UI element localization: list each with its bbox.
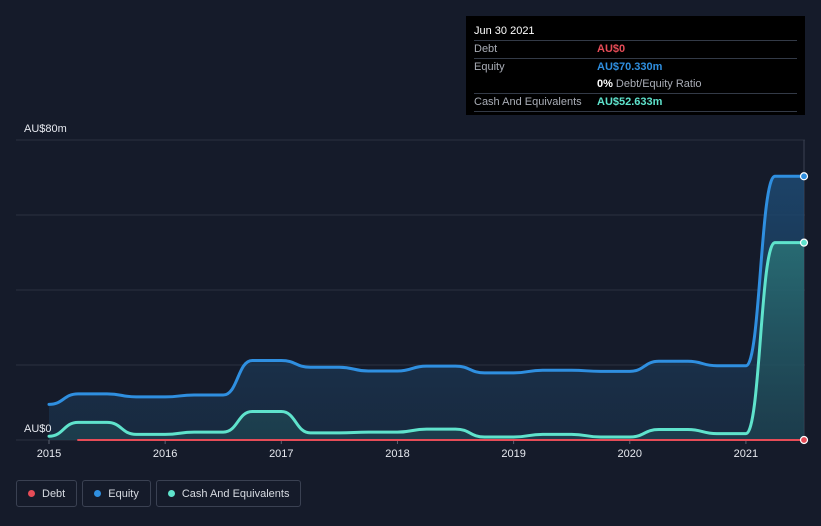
tooltip-cash-label: Cash And Equivalents: [474, 96, 582, 108]
end-point-debt: [799, 435, 809, 445]
tooltip-equity-value: AU$70.330m: [597, 61, 663, 73]
chart-legend: Debt Equity Cash And Equivalents: [16, 480, 302, 507]
tooltip-panel: Jun 30 2021 Debt AU$0 Equity AU$70.330m …: [466, 16, 805, 115]
area-equity: [49, 176, 804, 440]
tooltip-row-cash: Cash And Equivalents AU$52.633m: [474, 94, 797, 112]
x-tick-label: 2016: [153, 448, 177, 460]
tooltip-equity-label: Equity: [474, 61, 505, 73]
legend-label-cash: Cash And Equivalents: [181, 487, 290, 500]
x-tick-label: 2017: [269, 448, 293, 460]
y-tick-label: AU$80m: [24, 123, 67, 135]
series-line-equity: [47, 174, 806, 406]
legend-item-debt[interactable]: Debt: [16, 480, 78, 507]
tooltip-date: Jun 30 2021: [474, 22, 797, 41]
tooltip-row-debt: Debt AU$0: [474, 41, 797, 59]
legend-dot-debt: [28, 490, 35, 497]
x-tick-label: 2019: [501, 448, 525, 460]
x-tick-label: 2015: [37, 448, 61, 460]
x-tick-label: 2018: [385, 448, 409, 460]
legend-label-equity: Equity: [108, 487, 139, 500]
end-point-equity: [799, 172, 809, 181]
y-tick-label: AU$0: [24, 423, 52, 435]
series-line-cash-and-equivalents: [47, 241, 806, 439]
tooltip-debt-label: Debt: [474, 43, 498, 55]
legend-label-debt: Debt: [42, 487, 66, 500]
x-tick-label: 2021: [734, 448, 758, 460]
legend-dot-equity: [94, 490, 102, 497]
x-tick-label: 2020: [618, 448, 642, 460]
tooltip-ratio-pct: 0%: [597, 78, 613, 90]
tooltip-debt-value: AU$0: [597, 43, 626, 55]
legend-dot-cash: [167, 490, 175, 497]
tooltip-ratio-text: Debt/Equity Ratio: [615, 78, 702, 90]
tooltip-row-ratio: 0% Debt/Equity Ratio: [474, 76, 797, 94]
legend-item-cash[interactable]: Cash And Equivalents: [155, 480, 302, 507]
end-point-cash-and-equivalents: [799, 238, 809, 247]
tooltip-cash-value: AU$52.633m: [597, 96, 663, 108]
legend-item-equity[interactable]: Equity: [82, 480, 151, 507]
tooltip-row-equity: Equity AU$70.330m: [474, 59, 797, 76]
